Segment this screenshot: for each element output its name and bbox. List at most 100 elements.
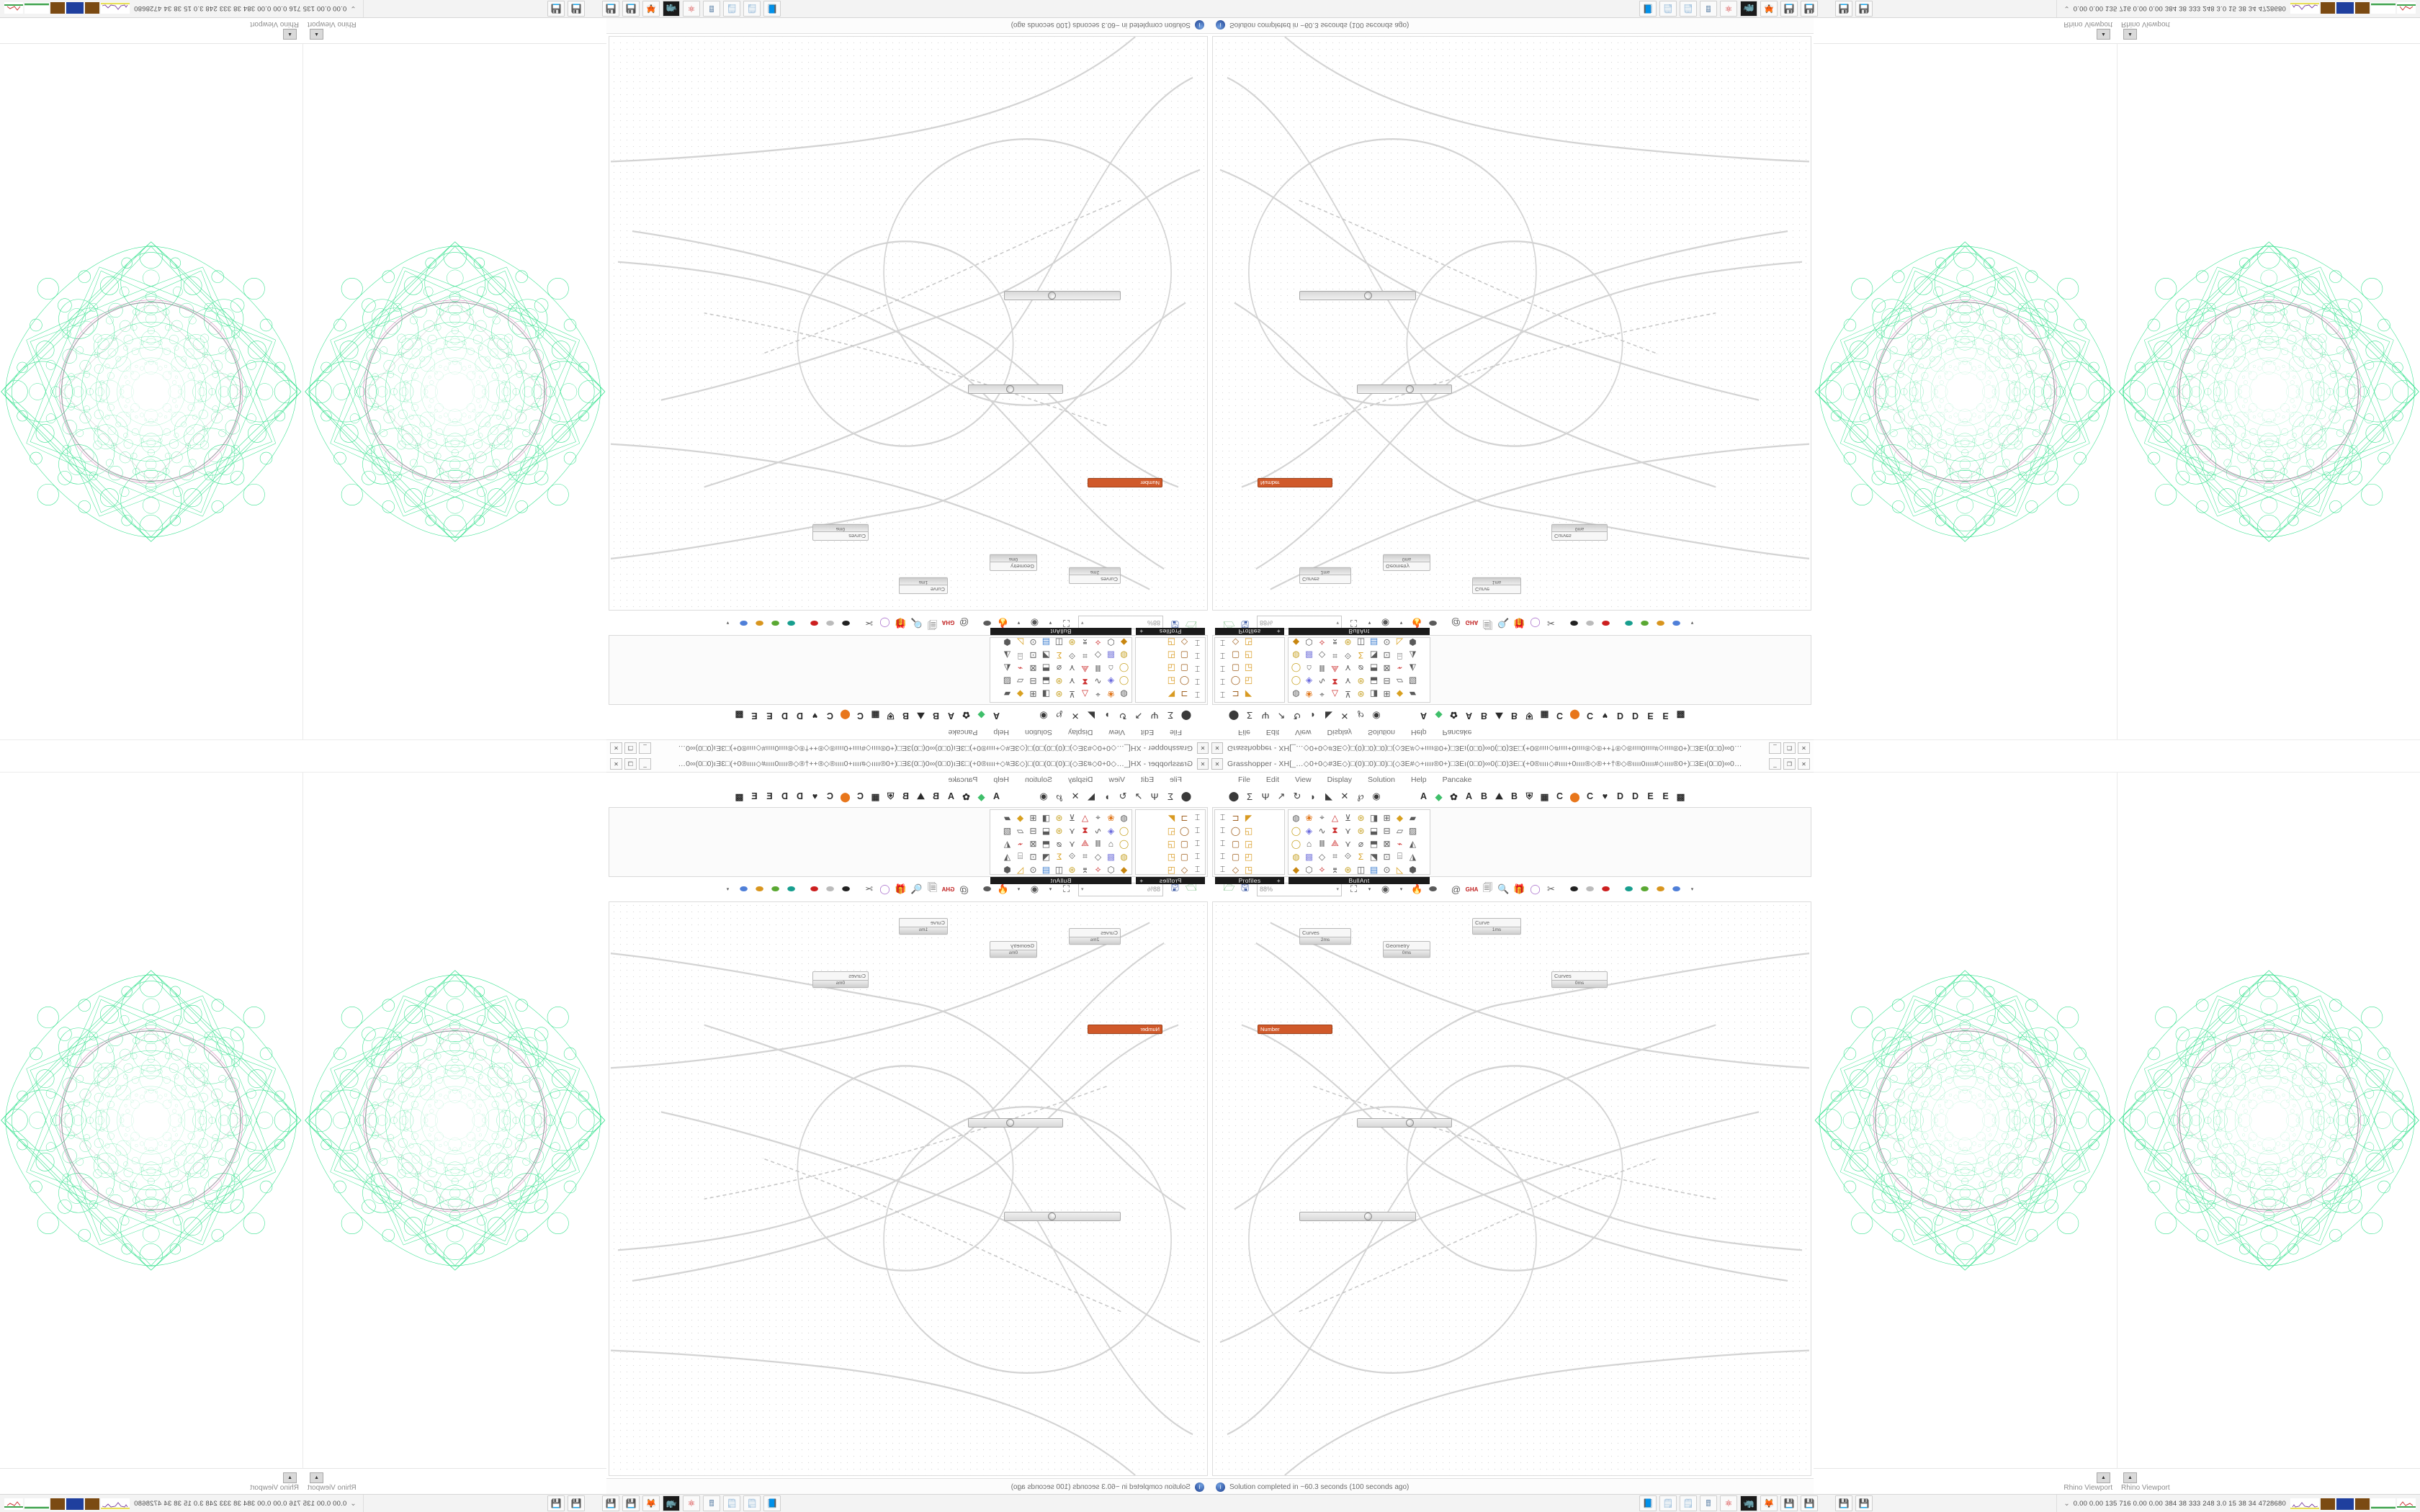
- palette-item[interactable]: ⬒: [1041, 838, 1051, 849]
- at-sign-icon[interactable]: @: [1451, 617, 1461, 629]
- maximize-button[interactable]: ❐: [1783, 758, 1796, 770]
- grasshopper-canvas[interactable]: Curves 2ms Geometry 0ms Curve 1ms Number: [609, 36, 1208, 611]
- palette-item[interactable]: ⬓: [1369, 825, 1379, 836]
- palette-item[interactable]: ◍: [1292, 851, 1300, 862]
- palette-item[interactable]: ❀: [1107, 812, 1115, 823]
- palette-item[interactable]: ◲: [1244, 838, 1253, 849]
- tab-matrix-icon[interactable]: ▩: [1676, 791, 1685, 802]
- palette-item[interactable]: ◈: [1305, 676, 1313, 687]
- tab-heart-icon[interactable]: ♥: [812, 711, 818, 721]
- tab-sets-icon[interactable]: Ψ: [1150, 791, 1159, 802]
- tab-vector-icon[interactable]: ↗: [1277, 791, 1286, 801]
- scissors-icon[interactable]: ✂: [1547, 618, 1555, 629]
- palette-item[interactable]: ⌸: [1397, 651, 1403, 661]
- zoom-extents-icon[interactable]: ⛶: [1062, 883, 1070, 894]
- palette-item[interactable]: ⌸: [1017, 851, 1023, 861]
- palette-item[interactable]: ◇: [1094, 650, 1102, 661]
- tab-transform-icon[interactable]: ℘: [1357, 791, 1364, 801]
- tab-grid-icon[interactable]: ▦: [871, 710, 880, 721]
- palette-item[interactable]: ◨: [1369, 689, 1379, 700]
- palette-item[interactable]: ⌶: [1194, 664, 1201, 674]
- tab-plugin-a2-icon[interactable]: A: [947, 791, 955, 801]
- palette-item[interactable]: ⬔: [1369, 851, 1379, 862]
- menu-item-edit[interactable]: Edit: [1265, 775, 1280, 784]
- palette-item[interactable]: ◰: [1244, 851, 1253, 862]
- preview-caret-icon[interactable]: ▾: [1017, 887, 1021, 892]
- tab-vector-icon[interactable]: ↗: [1277, 711, 1286, 721]
- rhino-head-icon[interactable]: 🦏: [663, 1, 680, 17]
- palette-item[interactable]: ⌶: [1219, 851, 1226, 861]
- palette-item[interactable]: ◲: [1167, 663, 1176, 674]
- palette-item[interactable]: ◯: [1119, 838, 1129, 849]
- palette-item[interactable]: ◇: [1094, 851, 1102, 862]
- tab-grid-icon[interactable]: ▦: [1540, 791, 1549, 802]
- palette-item[interactable]: ⊙: [1029, 864, 1037, 875]
- gh-number-slider[interactable]: [1357, 1118, 1452, 1128]
- menu-item-view[interactable]: View: [1295, 728, 1312, 737]
- rhino-viewport-right[interactable]: [2117, 44, 2420, 739]
- palette-item[interactable]: ⟡: [1095, 864, 1101, 874]
- palette-item[interactable]: ⟡: [1319, 864, 1325, 874]
- palette-item[interactable]: ◰: [1167, 650, 1176, 661]
- grasshopper-titlebar[interactable]: ✕ Grasshopper - XH[_…◇0+0◇#3E◇)□(0)□0)□0…: [1210, 739, 1814, 756]
- gh-node[interactable]: Curve 1ms: [899, 918, 948, 935]
- palette-item[interactable]: ◮: [1409, 650, 1417, 661]
- tab-mesh-icon[interactable]: ◣: [1325, 791, 1332, 801]
- floppy-green2-icon[interactable]: 💾: [568, 1495, 585, 1511]
- tab-plugin-b-icon[interactable]: B: [1480, 791, 1488, 801]
- palette-item[interactable]: ◯: [1179, 676, 1190, 687]
- sphere-blue-icon[interactable]: ⬬: [1672, 618, 1681, 629]
- sphere-caret-icon[interactable]: ▾: [1690, 620, 1694, 625]
- notepad-icon[interactable]: 🗒: [1659, 1, 1677, 17]
- calculator-icon[interactable]: 🖩: [1700, 1495, 1717, 1511]
- book-icon[interactable]: 📘: [763, 1495, 781, 1511]
- palette-item[interactable]: ⌶: [1194, 838, 1201, 848]
- palette-item[interactable]: ⌆: [1081, 637, 1089, 648]
- palette-item[interactable]: ◍: [1292, 689, 1300, 700]
- palette-item[interactable]: ⬔: [1369, 650, 1379, 661]
- gh-node[interactable]: Curve 1ms: [899, 577, 948, 594]
- quadrant-bottom-right[interactable]: ✕ Grasshopper - XH[_…◇0+0◇#3E◇)□(0)□0)□0…: [1210, 756, 2420, 1512]
- palette-item[interactable]: ⊻: [1345, 689, 1351, 700]
- palette-item[interactable]: ▢: [1180, 663, 1189, 674]
- palette-item[interactable]: ⌶: [1219, 651, 1226, 661]
- sphere-green-icon[interactable]: ⬬: [1640, 883, 1649, 894]
- sphere-teal-icon[interactable]: ⬬: [786, 618, 796, 629]
- palette-item[interactable]: ◮: [1003, 851, 1011, 862]
- palette-item[interactable]: ⊛: [1344, 864, 1352, 875]
- gh-node[interactable]: Curves 0ms: [812, 524, 869, 541]
- close-button[interactable]: ✕: [610, 758, 622, 770]
- floppy-pa-icon[interactable]: 💾: [1780, 1495, 1798, 1511]
- palette-item[interactable]: ⊻: [1345, 812, 1351, 823]
- palette-item[interactable]: ▢: [1231, 851, 1240, 862]
- sphere-orange-icon[interactable]: ⬬: [1656, 618, 1665, 629]
- minimize-button[interactable]: _: [1769, 758, 1781, 770]
- palette-item[interactable]: ⊟: [1029, 825, 1037, 836]
- palette-item[interactable]: ▤: [1369, 637, 1379, 648]
- tab-plugin-e-icon[interactable]: E: [766, 711, 773, 721]
- palette-item[interactable]: ⌶: [1194, 677, 1201, 687]
- palette-item[interactable]: ⊛: [1055, 689, 1063, 700]
- sphere-black-icon[interactable]: ⬬: [841, 618, 851, 629]
- tab-surface-icon[interactable]: ◗: [1310, 710, 1316, 721]
- tab-landscape-icon[interactable]: ⛰: [1495, 711, 1503, 721]
- palette-item[interactable]: ⟐: [1344, 851, 1352, 861]
- palette-item[interactable]: ❀: [1305, 812, 1313, 823]
- tab-matrix-icon[interactable]: ▩: [735, 791, 744, 802]
- tab-curve-icon[interactable]: ↻: [1293, 711, 1301, 721]
- gh-number-slider[interactable]: [1357, 384, 1452, 394]
- palette-item[interactable]: ⋎: [1069, 838, 1075, 849]
- palette-item[interactable]: ◆: [1120, 864, 1128, 875]
- palette-item[interactable]: ▨: [1003, 676, 1012, 687]
- palette-item[interactable]: ▱: [1396, 825, 1404, 836]
- palette-item[interactable]: ⌶: [1194, 864, 1201, 874]
- palette-item[interactable]: ⋎: [1345, 825, 1351, 836]
- grasshopper-canvas[interactable]: Curves 2ms Geometry 0ms Curve 1ms Number: [1212, 36, 1811, 611]
- viewport-tab-left[interactable]: ▲: [2097, 1472, 2110, 1483]
- tab-sets-icon[interactable]: Ψ: [1261, 791, 1270, 802]
- palette-item[interactable]: ◫: [1356, 864, 1366, 875]
- palette-item[interactable]: ⊛: [1055, 812, 1063, 823]
- system-monitor-tray[interactable]: ⌄ 0.00 0.00 135 716 0.00 0.00 384 38 333…: [0, 1495, 364, 1512]
- gh-node[interactable]: Geometry 0ms: [990, 554, 1037, 571]
- palette-item[interactable]: Ⅲ: [1319, 663, 1325, 674]
